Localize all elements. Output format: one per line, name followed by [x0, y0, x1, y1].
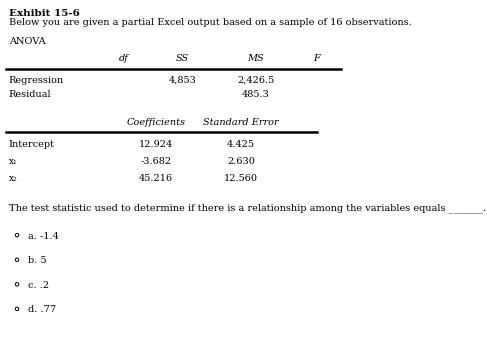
Text: a. -1.4: a. -1.4: [28, 232, 59, 241]
Text: x₁: x₁: [9, 157, 18, 166]
Text: 4,853: 4,853: [169, 76, 197, 85]
Text: 2,426.5: 2,426.5: [237, 76, 274, 85]
Text: 4.425: 4.425: [227, 140, 255, 150]
Text: ANOVA: ANOVA: [9, 37, 45, 46]
Text: F: F: [313, 54, 320, 64]
Text: 485.3: 485.3: [242, 90, 270, 99]
Text: Below you are given a partial Excel output based on a sample of 16 observations.: Below you are given a partial Excel outp…: [9, 18, 412, 27]
Text: 12.560: 12.560: [224, 174, 258, 183]
Text: Regression: Regression: [9, 76, 64, 85]
Text: -3.682: -3.682: [140, 157, 171, 166]
Text: 12.924: 12.924: [139, 140, 173, 150]
Text: df: df: [119, 54, 129, 64]
Text: x₂: x₂: [9, 174, 18, 183]
Text: Exhibit 15-6: Exhibit 15-6: [9, 9, 80, 18]
Text: Coefficients: Coefficients: [126, 118, 186, 127]
Text: Standard Error: Standard Error: [203, 118, 279, 127]
Text: d. .77: d. .77: [28, 305, 56, 314]
Text: c. .2: c. .2: [28, 281, 49, 290]
Text: Intercept: Intercept: [9, 140, 55, 150]
Text: b. 5: b. 5: [28, 256, 47, 265]
Text: 45.216: 45.216: [139, 174, 173, 183]
Text: The test statistic used to determine if there is a relationship among the variab: The test statistic used to determine if …: [9, 204, 486, 213]
Text: 2.630: 2.630: [227, 157, 255, 166]
Text: MS: MS: [247, 54, 264, 64]
Text: Residual: Residual: [9, 90, 52, 99]
Text: SS: SS: [176, 54, 189, 64]
